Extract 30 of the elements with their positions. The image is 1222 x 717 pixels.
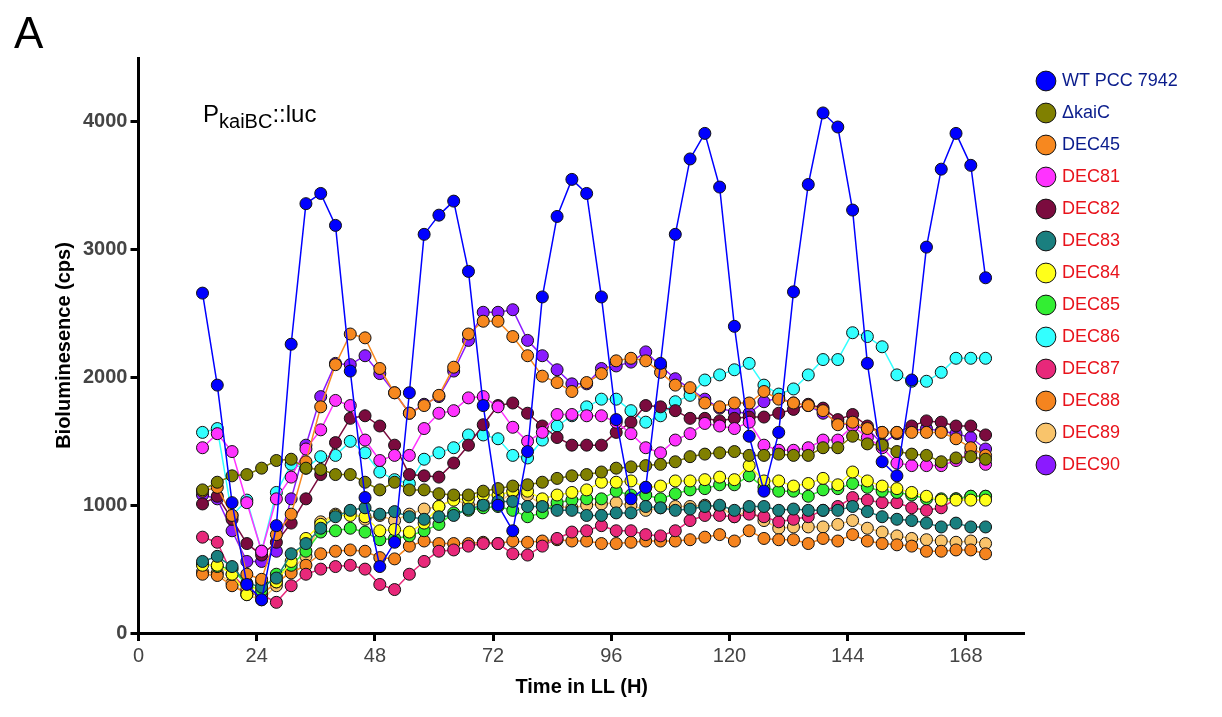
legend-label: WT PCC 7942 — [1061, 69, 1178, 90]
y-tick-label: 4000 — [82, 109, 128, 132]
x-tick-label: 96 — [600, 643, 623, 666]
y-tick-label: 2000 — [82, 364, 128, 387]
x-tick-label: 168 — [949, 643, 983, 666]
legend-label: DEC84 — [1061, 261, 1120, 282]
x-tick-label: 24 — [245, 643, 268, 666]
legend-label: ΔkaiC — [1061, 101, 1111, 122]
legend-label: DEC83 — [1061, 229, 1120, 250]
legend-label: DEC90 — [1061, 453, 1120, 474]
x-tick-label: 144 — [830, 643, 865, 666]
text: A — [14, 8, 44, 58]
x-tick-label: 120 — [712, 643, 747, 666]
y-axis-title: Bioluminesence (cps) — [51, 242, 74, 449]
x-tick-label: 72 — [481, 643, 505, 666]
x-tick-label: 48 — [363, 643, 387, 666]
legend-label: DEC82 — [1061, 197, 1120, 218]
legend-label: DEC88 — [1061, 389, 1120, 410]
y-tick-label: 0 — [116, 620, 128, 643]
legend-label: DEC45 — [1061, 133, 1120, 154]
y-tick-label: 3000 — [82, 237, 128, 260]
x-tick-label: 0 — [132, 643, 145, 666]
legend-label: DEC85 — [1061, 293, 1120, 314]
legend-label: DEC81 — [1061, 165, 1120, 186]
legend-label: DEC87 — [1061, 357, 1120, 378]
annotation: P$_{kaiBC}$::luc — [203, 100, 317, 133]
legend-label: DEC86 — [1061, 325, 1120, 346]
y-tick-label: 1000 — [82, 492, 128, 515]
x-axis-title: Time in LL (H) — [515, 674, 649, 697]
legend-label: DEC89 — [1061, 421, 1120, 442]
